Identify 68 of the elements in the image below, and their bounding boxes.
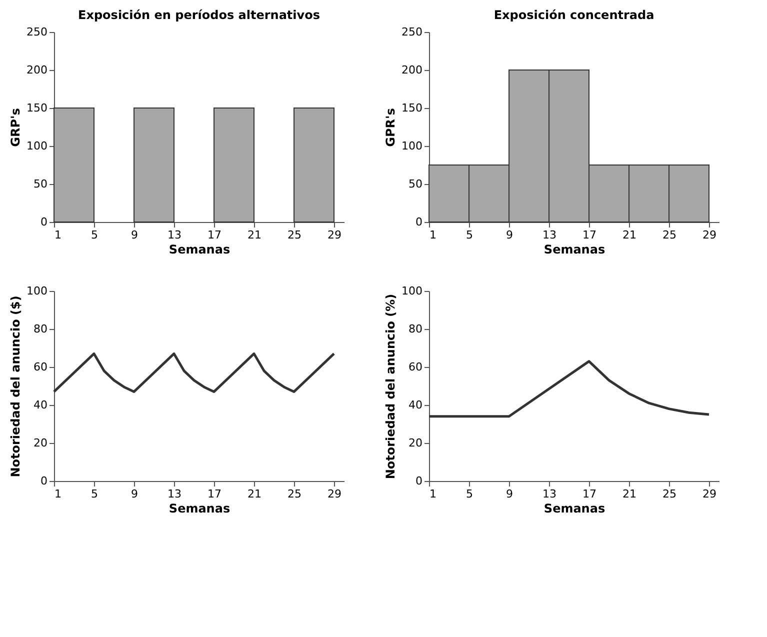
y-tick-label: 200 bbox=[402, 64, 422, 76]
x-tick-label: 13 bbox=[542, 228, 556, 242]
x-tick-label: 25 bbox=[662, 488, 676, 500]
x-tick-label: 17 bbox=[208, 488, 222, 500]
y-tick-label: 80 bbox=[34, 322, 48, 336]
x-tick-label: 13 bbox=[168, 228, 182, 242]
x-tick-label: 21 bbox=[622, 228, 636, 242]
x-axis-title: Semanas bbox=[168, 502, 230, 516]
y-tick-label: 100 bbox=[402, 284, 422, 298]
x-tick-label: 5 bbox=[91, 488, 98, 500]
x-tick-label: 9 bbox=[131, 228, 138, 242]
x-tick-label: 1 bbox=[430, 488, 436, 500]
y-tick-label: 250 bbox=[26, 26, 48, 38]
x-tick-label: 29 bbox=[328, 228, 342, 242]
y-tick-label: 100 bbox=[26, 140, 48, 152]
x-tick-label: 5 bbox=[91, 228, 98, 242]
x-tick-label: 13 bbox=[168, 488, 182, 500]
x-tick-label: 1 bbox=[430, 228, 436, 242]
y-axis-title: Notoriedad del anuncio (%) bbox=[384, 294, 398, 480]
y-axis-title: Notoriedad del anuncio ($) bbox=[8, 296, 23, 478]
x-tick-label: 21 bbox=[248, 488, 262, 500]
x-tick-label: 9 bbox=[506, 228, 513, 242]
y-axis-title: GRP's bbox=[8, 108, 23, 147]
x-tick-label: 21 bbox=[248, 228, 262, 242]
y-tick-label: 80 bbox=[408, 322, 422, 336]
y-tick-label: 50 bbox=[34, 178, 48, 190]
y-tick-label: 150 bbox=[402, 102, 422, 114]
y-tick-label: 0 bbox=[40, 216, 48, 228]
y-tick-label: 40 bbox=[34, 398, 48, 412]
x-tick-label: 9 bbox=[506, 488, 513, 500]
x-tick-label: 1 bbox=[54, 488, 62, 500]
y-tick-label: 60 bbox=[408, 360, 422, 374]
x-axis-title: Semanas bbox=[544, 242, 606, 256]
x-tick-label: 17 bbox=[582, 228, 596, 242]
x-tick-label: 1 bbox=[54, 228, 62, 242]
x-tick-label: 5 bbox=[466, 488, 473, 500]
line-series bbox=[428, 360, 710, 418]
chart-title: Exposición concentrada bbox=[494, 8, 654, 22]
x-tick-label: 29 bbox=[702, 228, 716, 242]
x-tick-label: 25 bbox=[288, 228, 302, 242]
y-tick-label: 0 bbox=[416, 474, 422, 488]
x-tick-label: 25 bbox=[662, 228, 676, 242]
y-tick-label: 20 bbox=[408, 436, 422, 450]
y-tick-label: 100 bbox=[402, 140, 422, 152]
y-tick-label: 0 bbox=[40, 474, 48, 488]
y-tick-label: 20 bbox=[34, 436, 48, 450]
y-tick-label: 40 bbox=[408, 398, 422, 412]
x-tick-label: 5 bbox=[466, 228, 473, 242]
x-tick-label: 25 bbox=[288, 488, 302, 500]
y-tick-label: 100 bbox=[26, 284, 48, 298]
x-axis-title: Semanas bbox=[544, 502, 606, 516]
y-tick-label: 250 bbox=[402, 26, 422, 38]
y-tick-label: 0 bbox=[416, 216, 422, 228]
x-tick-label: 13 bbox=[542, 488, 556, 500]
x-tick-label: 9 bbox=[131, 488, 138, 500]
y-tick-label: 150 bbox=[26, 102, 48, 114]
y-axis-title: GPR's bbox=[384, 108, 398, 147]
chart-title: Exposición en períodos alternativos bbox=[78, 8, 320, 22]
y-tick-label: 200 bbox=[26, 64, 48, 76]
x-tick-label: 21 bbox=[622, 488, 636, 500]
x-tick-label: 29 bbox=[328, 488, 342, 500]
line-series bbox=[52, 352, 336, 393]
y-tick-label: 50 bbox=[408, 178, 422, 190]
x-tick-label: 17 bbox=[208, 228, 222, 242]
y-tick-label: 60 bbox=[34, 360, 48, 374]
x-tick-label: 29 bbox=[702, 488, 716, 500]
x-tick-label: 17 bbox=[582, 488, 596, 500]
x-axis-title: Semanas bbox=[168, 242, 230, 256]
